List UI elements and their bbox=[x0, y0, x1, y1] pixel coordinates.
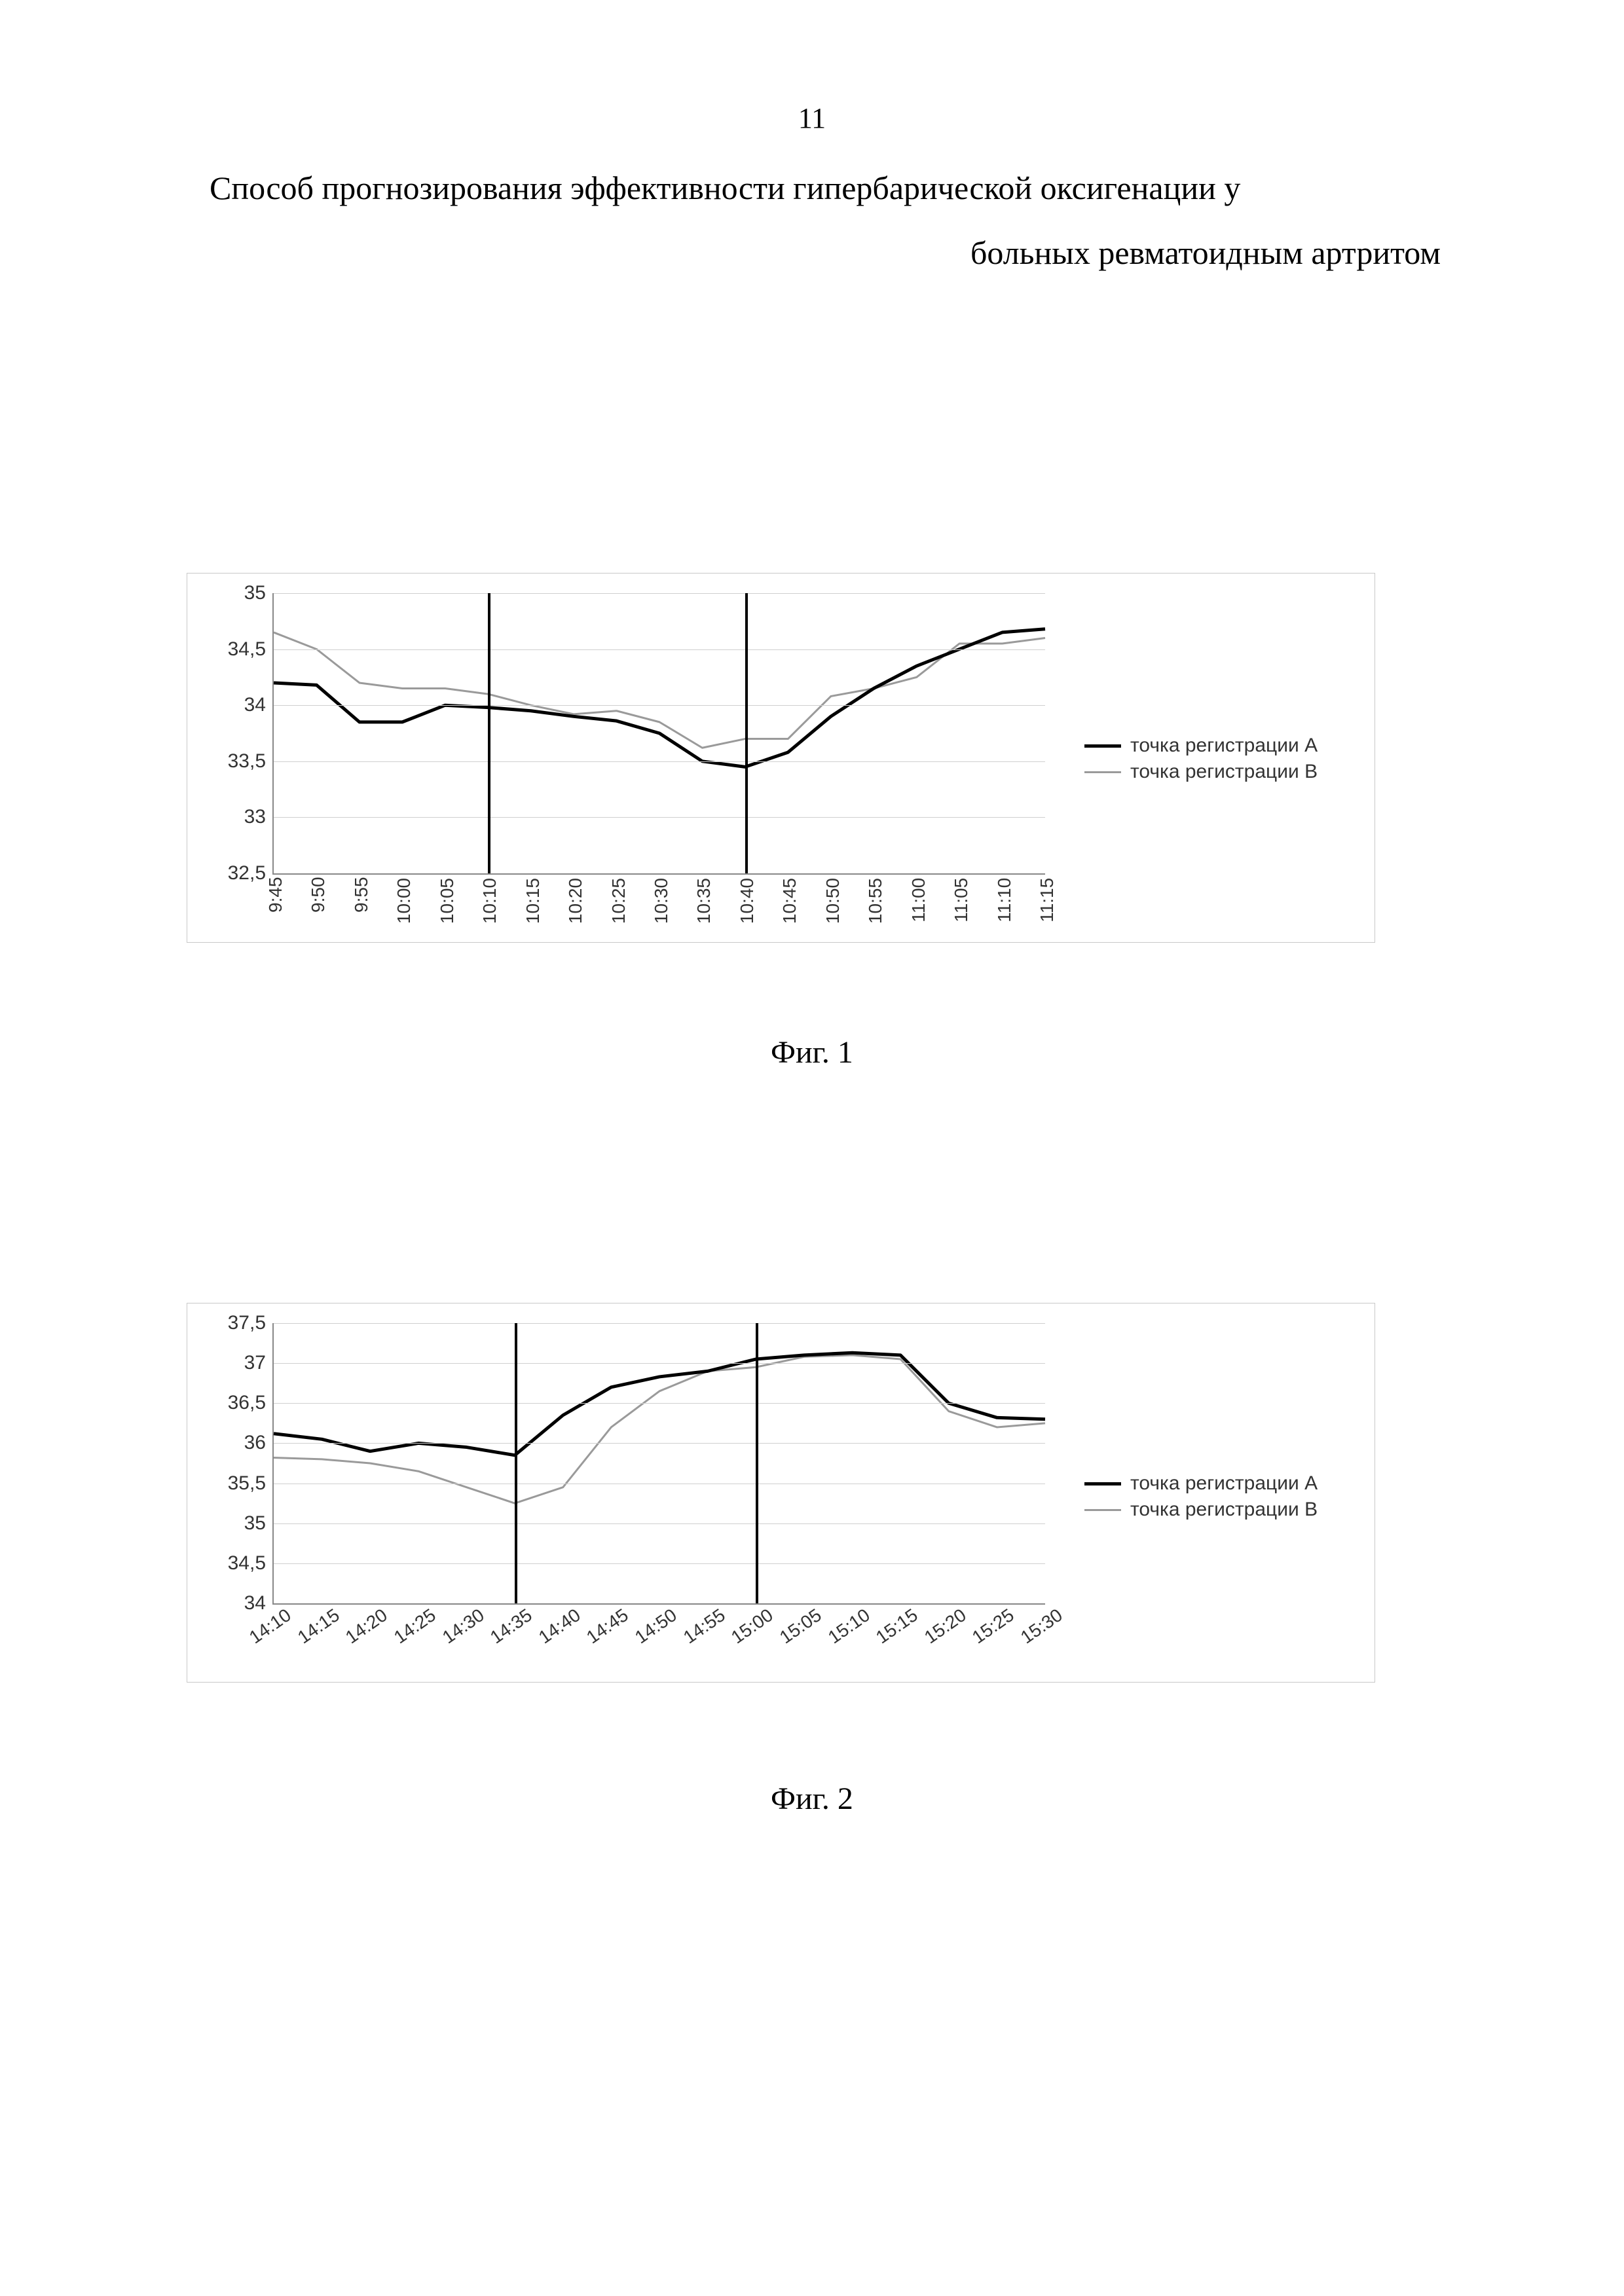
legend-label-b: точка регистрации В bbox=[1130, 761, 1318, 783]
xtick-label: 14:30 bbox=[436, 1601, 488, 1648]
xtick-label: 14:50 bbox=[629, 1601, 680, 1648]
xtick-label: 10:50 bbox=[819, 878, 843, 924]
legend-item-a: точка регистрации А bbox=[1084, 1472, 1318, 1495]
series-a-line bbox=[274, 1353, 1045, 1455]
figure-1-chart: 3534,53433,53332,59:459:509:5510:0010:05… bbox=[187, 573, 1375, 943]
xtick-label: 11:00 bbox=[904, 878, 929, 922]
ytick-label: 35 bbox=[244, 1512, 274, 1535]
xtick-label: 14:25 bbox=[388, 1601, 439, 1648]
xtick-label: 11:15 bbox=[1033, 878, 1058, 922]
ytick-label: 35 bbox=[244, 582, 274, 604]
xtick-label: 10:55 bbox=[861, 878, 886, 924]
reference-vline bbox=[488, 593, 490, 873]
legend-label-a: точка регистрации А bbox=[1130, 1472, 1318, 1495]
ytick-label: 34 bbox=[244, 694, 274, 716]
legend-item-b: точка регистрации В bbox=[1084, 761, 1318, 783]
xtick-label: 9:55 bbox=[347, 877, 372, 913]
xtick-label: 15:20 bbox=[918, 1601, 970, 1648]
xtick-label: 9:45 bbox=[261, 877, 286, 913]
xtick-label: 10:40 bbox=[733, 878, 758, 924]
title-line-2: больных ревматоидным артритом bbox=[210, 222, 1441, 284]
xtick-label: 14:40 bbox=[532, 1601, 584, 1648]
xtick-label: 14:15 bbox=[291, 1601, 343, 1648]
xtick-label: 15:15 bbox=[870, 1601, 922, 1648]
legend-item-a: точка регистрации А bbox=[1084, 735, 1318, 757]
ytick-label: 33 bbox=[244, 806, 274, 828]
reference-vline bbox=[515, 1323, 517, 1603]
xtick-label: 10:20 bbox=[561, 878, 586, 924]
ytick-label: 37,5 bbox=[228, 1312, 274, 1334]
xtick-label: 14:55 bbox=[677, 1601, 729, 1648]
page-number: 11 bbox=[0, 101, 1624, 135]
reference-vline bbox=[745, 593, 748, 873]
xtick-label: 15:30 bbox=[1014, 1601, 1066, 1648]
document-title: Способ прогнозирования эффективности гип… bbox=[210, 157, 1441, 284]
figure-1-legend: точка регистрации А точка регистрации В bbox=[1084, 731, 1318, 787]
xtick-label: 11:10 bbox=[990, 878, 1015, 922]
xtick-label: 15:00 bbox=[726, 1601, 777, 1648]
xtick-label: 10:15 bbox=[519, 878, 544, 924]
xtick-label: 11:05 bbox=[947, 878, 972, 922]
ytick-label: 34,5 bbox=[228, 1552, 274, 1575]
legend-swatch-b bbox=[1084, 771, 1121, 773]
xtick-label: 10:30 bbox=[647, 878, 672, 924]
xtick-label: 10:45 bbox=[775, 878, 800, 924]
figure-2-caption: Фиг. 2 bbox=[0, 1781, 1624, 1817]
xtick-label: 10:25 bbox=[604, 878, 629, 924]
figure-1-plot-area: 3534,53433,53332,59:459:509:5510:0010:05… bbox=[272, 593, 1045, 875]
figure-1-series-svg bbox=[274, 593, 1045, 873]
xtick-label: 10:00 bbox=[390, 878, 415, 924]
figure-1-caption: Фиг. 1 bbox=[0, 1034, 1624, 1070]
ytick-label: 35,5 bbox=[228, 1472, 274, 1495]
legend-item-b: точка регистрации В bbox=[1084, 1499, 1318, 1521]
legend-swatch-b bbox=[1084, 1509, 1121, 1511]
figure-2-plot-area: 37,53736,53635,53534,53414:1014:1514:201… bbox=[272, 1323, 1045, 1605]
figure-2-series-svg bbox=[274, 1323, 1045, 1603]
xtick-label: 10:05 bbox=[433, 878, 458, 924]
ytick-label: 36 bbox=[244, 1432, 274, 1454]
figure-2-legend: точка регистрации А точка регистрации В bbox=[1084, 1468, 1318, 1525]
xtick-label: 15:25 bbox=[967, 1601, 1018, 1648]
ytick-label: 33,5 bbox=[228, 750, 274, 773]
figure-2-chart: 37,53736,53635,53534,53414:1014:1514:201… bbox=[187, 1303, 1375, 1683]
xtick-label: 10:35 bbox=[690, 878, 714, 924]
title-line-1: Способ прогнозирования эффективности гип… bbox=[210, 157, 1441, 219]
ytick-label: 34,5 bbox=[228, 638, 274, 661]
legend-label-b: точка регистрации В bbox=[1130, 1499, 1318, 1521]
ytick-label: 36,5 bbox=[228, 1392, 274, 1414]
xtick-label: 14:45 bbox=[581, 1601, 633, 1648]
xtick-label: 9:50 bbox=[304, 877, 329, 913]
xtick-label: 14:35 bbox=[485, 1601, 536, 1648]
reference-vline bbox=[756, 1323, 758, 1603]
legend-swatch-a bbox=[1084, 744, 1121, 748]
legend-swatch-a bbox=[1084, 1482, 1121, 1485]
xtick-label: 15:10 bbox=[822, 1601, 874, 1648]
ytick-label: 37 bbox=[244, 1352, 274, 1374]
xtick-label: 15:05 bbox=[773, 1601, 825, 1648]
xtick-label: 10:10 bbox=[475, 878, 500, 924]
legend-label-a: точка регистрации А bbox=[1130, 735, 1318, 757]
xtick-label: 14:20 bbox=[340, 1601, 392, 1648]
